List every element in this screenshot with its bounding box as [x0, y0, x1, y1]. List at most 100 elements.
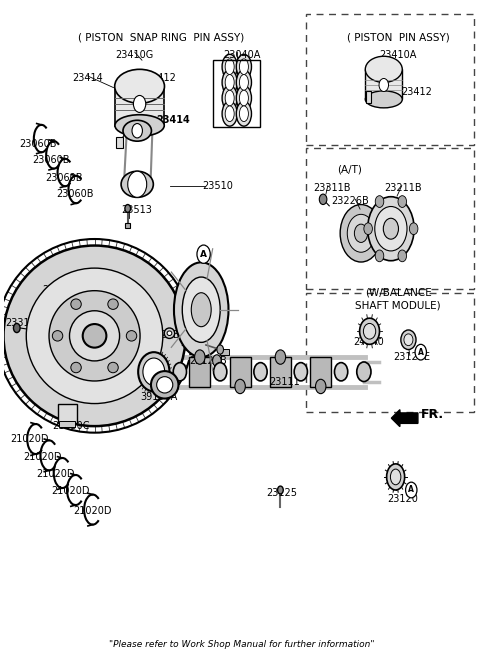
- Ellipse shape: [347, 215, 375, 252]
- Ellipse shape: [240, 106, 249, 121]
- Circle shape: [406, 482, 417, 498]
- Text: A: A: [418, 348, 424, 357]
- Ellipse shape: [143, 358, 165, 386]
- Ellipse shape: [174, 262, 228, 357]
- Text: 23121E: 23121E: [393, 352, 430, 362]
- Bar: [310, 357, 331, 387]
- Ellipse shape: [194, 350, 205, 364]
- Bar: [306, 148, 474, 289]
- Ellipse shape: [222, 86, 237, 110]
- Ellipse shape: [3, 245, 186, 426]
- Circle shape: [364, 223, 372, 235]
- Text: 23111: 23111: [269, 377, 300, 386]
- Circle shape: [379, 79, 388, 92]
- Text: ( PISTON  PIN ASSY): ( PISTON PIN ASSY): [347, 32, 449, 43]
- Text: 21020D: 21020D: [73, 506, 111, 516]
- Text: 39191: 39191: [111, 374, 142, 384]
- Text: 21020D: 21020D: [23, 452, 61, 462]
- Ellipse shape: [236, 101, 252, 126]
- Bar: [306, 293, 474, 411]
- Text: 23060B: 23060B: [45, 173, 83, 183]
- Circle shape: [277, 486, 283, 494]
- Bar: [220, 349, 229, 356]
- Ellipse shape: [363, 323, 376, 339]
- Ellipse shape: [375, 207, 407, 251]
- Ellipse shape: [222, 101, 237, 126]
- Text: 23060B: 23060B: [19, 139, 56, 149]
- Text: 23226B: 23226B: [331, 195, 369, 205]
- Text: 24340: 24340: [353, 337, 384, 348]
- Ellipse shape: [236, 54, 252, 79]
- Text: 23260: 23260: [42, 285, 73, 295]
- Text: 23414: 23414: [156, 115, 190, 125]
- Ellipse shape: [384, 218, 398, 239]
- Ellipse shape: [354, 224, 368, 243]
- Ellipse shape: [222, 70, 237, 95]
- Text: 23410G: 23410G: [116, 50, 154, 60]
- Ellipse shape: [390, 469, 401, 485]
- Text: 23513: 23513: [121, 205, 152, 215]
- Circle shape: [398, 250, 407, 262]
- Ellipse shape: [360, 318, 380, 344]
- Ellipse shape: [357, 362, 371, 382]
- Circle shape: [132, 123, 143, 138]
- Text: 23412: 23412: [402, 87, 432, 96]
- Text: 23127B: 23127B: [190, 356, 227, 365]
- Text: 23311B: 23311B: [313, 182, 350, 193]
- Ellipse shape: [225, 59, 234, 75]
- Ellipse shape: [404, 334, 413, 346]
- Circle shape: [398, 195, 407, 207]
- Ellipse shape: [83, 324, 107, 348]
- Ellipse shape: [108, 362, 118, 373]
- Ellipse shape: [70, 311, 120, 361]
- Text: 23124B: 23124B: [142, 329, 180, 340]
- Text: 23211B: 23211B: [384, 182, 421, 193]
- Text: 23120: 23120: [387, 494, 418, 504]
- Ellipse shape: [386, 464, 405, 490]
- Bar: [116, 136, 123, 148]
- Bar: [365, 70, 402, 99]
- Text: 23125: 23125: [266, 487, 297, 498]
- Ellipse shape: [275, 350, 286, 364]
- Ellipse shape: [191, 293, 211, 327]
- Bar: [125, 223, 130, 228]
- Bar: [213, 60, 260, 127]
- Ellipse shape: [240, 59, 249, 75]
- Text: 23060B: 23060B: [32, 155, 70, 165]
- Ellipse shape: [123, 120, 152, 141]
- Text: A: A: [200, 250, 207, 258]
- FancyArrow shape: [391, 409, 418, 426]
- Bar: [190, 357, 210, 387]
- Circle shape: [415, 344, 426, 360]
- Ellipse shape: [368, 197, 414, 260]
- Circle shape: [133, 96, 146, 112]
- Text: 23126A: 23126A: [180, 338, 217, 348]
- Ellipse shape: [108, 299, 118, 310]
- Text: 23060B: 23060B: [56, 189, 94, 199]
- Ellipse shape: [151, 371, 179, 399]
- Circle shape: [319, 194, 327, 205]
- Text: 23410A: 23410A: [379, 50, 417, 60]
- Ellipse shape: [294, 363, 307, 381]
- Text: 23311A: 23311A: [6, 318, 43, 328]
- Ellipse shape: [156, 377, 173, 393]
- Text: 21020D: 21020D: [10, 434, 48, 444]
- Text: ( PISTON  SNAP RING  PIN ASSY): ( PISTON SNAP RING PIN ASSY): [78, 32, 244, 43]
- Circle shape: [197, 245, 210, 263]
- Ellipse shape: [225, 106, 234, 121]
- Text: FR.: FR.: [421, 408, 444, 420]
- Bar: [366, 91, 372, 102]
- Text: 21030C: 21030C: [52, 421, 90, 431]
- Ellipse shape: [236, 70, 252, 95]
- Text: SHAFT MODULE): SHAFT MODULE): [355, 300, 441, 310]
- Text: (A/T): (A/T): [337, 165, 362, 175]
- Text: 21020D: 21020D: [51, 486, 90, 497]
- Ellipse shape: [115, 115, 164, 136]
- Ellipse shape: [254, 363, 267, 381]
- Text: 23414: 23414: [72, 73, 103, 83]
- Ellipse shape: [121, 171, 153, 197]
- Circle shape: [217, 345, 224, 354]
- Ellipse shape: [49, 291, 140, 381]
- Bar: [229, 357, 251, 387]
- Ellipse shape: [126, 331, 137, 341]
